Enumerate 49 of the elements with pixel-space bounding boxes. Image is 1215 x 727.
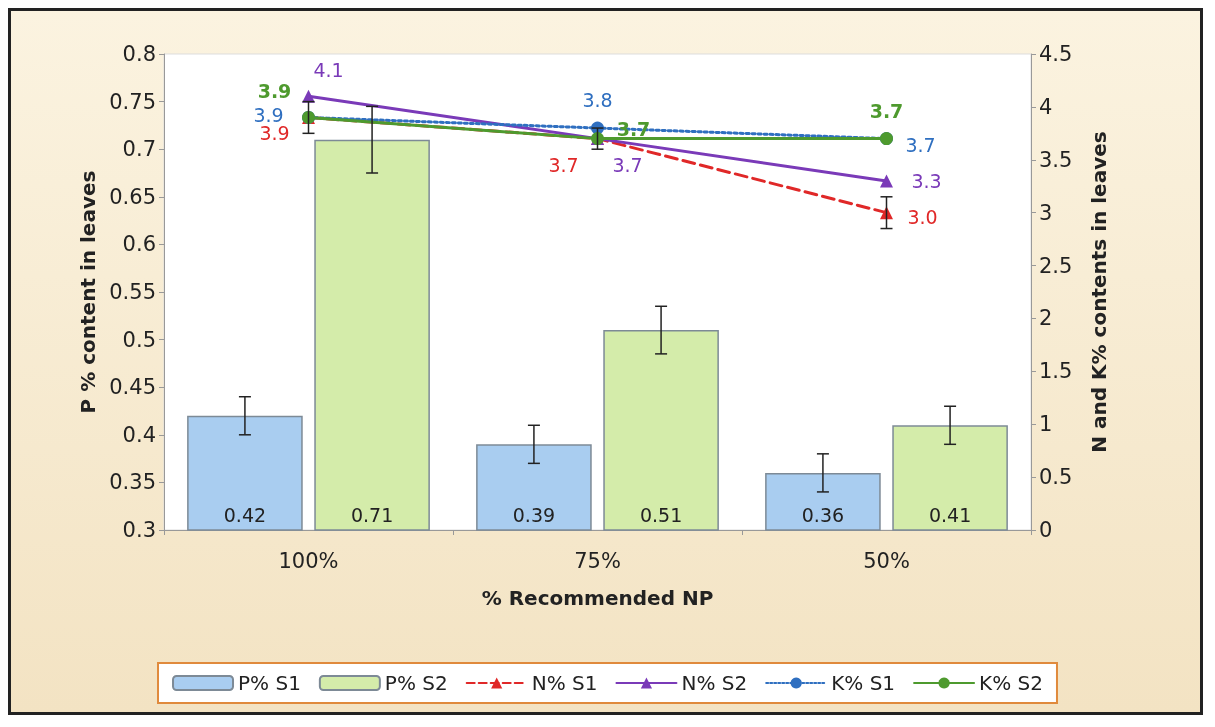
y-tick-label: 0.5 (122, 327, 156, 352)
point (880, 174, 893, 188)
data-label: 4.1 (313, 59, 344, 82)
data-label: 3.0 (907, 205, 938, 228)
data-label: 3.3 (911, 169, 942, 192)
y-axis-title: P % content in leaves (76, 170, 101, 414)
data-label: 3.8 (582, 89, 613, 112)
data-label: 0.41 (928, 504, 972, 527)
x-tick-label: 100% (278, 548, 339, 573)
x-tick-label: 75% (574, 548, 621, 573)
legend-label: K% S1 (831, 671, 896, 695)
legend-label: K% S2 (979, 671, 1043, 695)
data-label: 0.42 (223, 504, 267, 527)
data-label: 3.7 (548, 153, 579, 176)
x-axis-title: % Recommended NP (481, 586, 714, 610)
y-tick-label: 0.35 (109, 470, 156, 495)
data-label: 0.36 (801, 504, 845, 527)
y-tick-label: 0.4 (122, 422, 156, 447)
y2-tick-label: 4.5 (1039, 42, 1073, 66)
data-label: 3.7 (612, 153, 643, 176)
data-label: 3.7 (905, 133, 936, 156)
y2-axis-title: N and K% contents in leaves (1087, 131, 1111, 453)
legend-label: N% S2 (681, 671, 748, 695)
y2-tick-label: 0 (1039, 518, 1053, 542)
y-tick-label: 0.8 (122, 42, 156, 66)
y-tick-label: 0.6 (122, 232, 156, 257)
y2-tick-label: 3 (1039, 200, 1053, 225)
y-tick-label: 0.7 (122, 137, 156, 162)
data-label: 0.51 (639, 504, 683, 527)
y-tick-label: 0.3 (122, 518, 156, 542)
y-tick-label: 0.75 (109, 89, 156, 114)
y2-tick-label: 2.5 (1039, 253, 1073, 278)
data-label: 3.9 (257, 80, 292, 103)
data-label: 0.71 (350, 504, 394, 527)
data-label: 3.7 (869, 99, 904, 122)
y-tick-label: 0.45 (109, 375, 156, 400)
data-label: 0.39 (512, 504, 556, 527)
y2-tick-label: 3.5 (1039, 147, 1073, 172)
legend-label: P% S2 (384, 671, 448, 695)
legend-label: P% S1 (238, 671, 301, 695)
y-tick-label: 0.65 (109, 184, 156, 209)
x-tick-label: 50% (863, 548, 910, 573)
y-tick-label: 0.55 (109, 280, 156, 304)
legend-label: N% S1 (531, 671, 598, 695)
y2-tick-label: 1 (1039, 412, 1053, 437)
y2-tick-label: 0.5 (1039, 465, 1073, 490)
y2-tick-label: 2 (1039, 306, 1053, 331)
y2-tick-label: 1.5 (1039, 359, 1073, 384)
y2-tick-label: 4 (1039, 94, 1053, 119)
